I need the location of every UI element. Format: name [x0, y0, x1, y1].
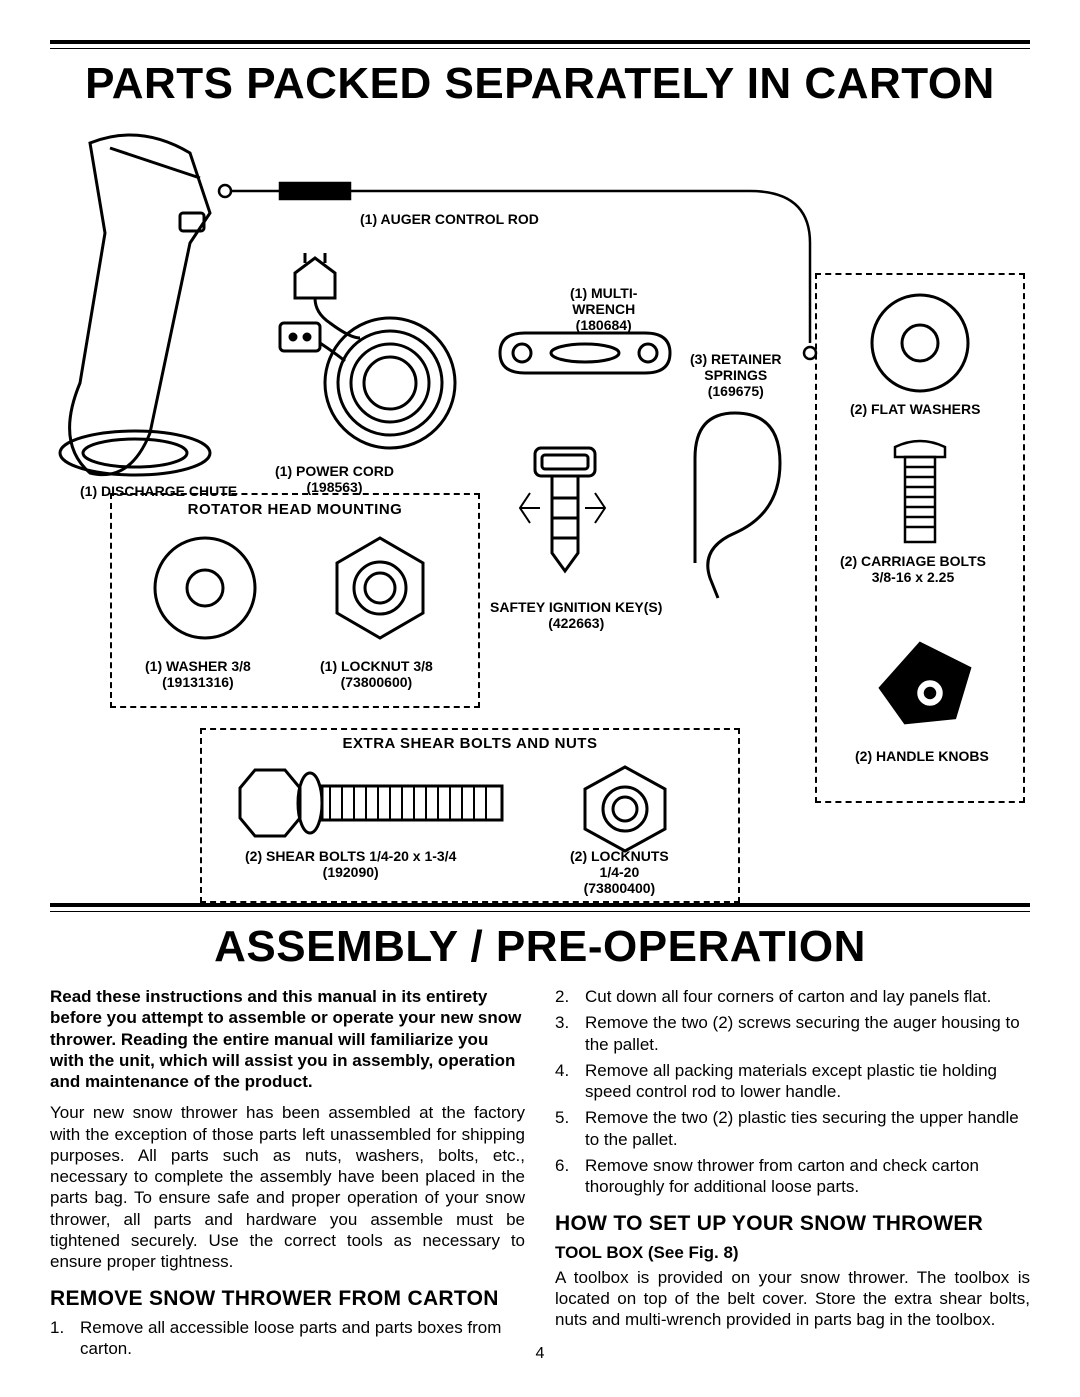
retainer-label: (3) RETAINER SPRINGS (169675): [690, 351, 782, 399]
step-3: Remove the two (2) screws securing the a…: [555, 1012, 1030, 1055]
step-5: Remove the two (2) plastic ties securing…: [555, 1107, 1030, 1150]
auger-rod-label: (1) AUGER CONTROL ROD: [360, 211, 539, 227]
step-2: Cut down all four corners of carton and …: [555, 986, 1030, 1007]
step-6: Remove snow thrower from carton and chec…: [555, 1155, 1030, 1198]
page-number: 4: [536, 1345, 545, 1363]
multi-wrench-label: (1) MULTI- WRENCH (180684): [570, 285, 637, 333]
top-rule-thin: [50, 48, 1030, 49]
washer38-label: (1) WASHER 3/8 (19131316): [145, 658, 251, 690]
rotator-box-title: ROTATOR HEAD MOUNTING: [160, 501, 430, 518]
setup-heading: HOW TO SET UP YOUR SNOW THROWER: [555, 1211, 1030, 1237]
locknut14-icon: [570, 761, 680, 856]
power-cord-icon: [260, 253, 470, 463]
intro-bold: Read these instructions and this manual …: [50, 986, 525, 1092]
remove-list-right: Cut down all four corners of carton and …: [555, 986, 1030, 1197]
parts-diagram: ROTATOR HEAD MOUNTING EXTRA SHEAR BOLTS …: [50, 123, 1030, 903]
carriage-bolt-icon: [870, 435, 970, 550]
handle-knob-icon: [860, 613, 990, 743]
locknut38-icon: [315, 528, 445, 648]
power-cord-label: (1) POWER CORD (198563): [275, 463, 394, 495]
toolbox-heading: TOOL BOX (See Fig. 8): [555, 1242, 1030, 1263]
flat-washers-label: (2) FLAT WASHERS: [850, 401, 980, 417]
safety-key-icon: [490, 443, 630, 593]
left-column: Read these instructions and this manual …: [50, 986, 525, 1364]
shear-bolts-label: (2) SHEAR BOLTS 1/4-20 x 1-3/4 (192090): [245, 848, 456, 880]
retainer-spring-icon: [680, 403, 790, 603]
right-column: Cut down all four corners of carton and …: [555, 986, 1030, 1364]
section2-title: ASSEMBLY / PRE-OPERATION: [50, 922, 1030, 972]
step-4: Remove all packing materials except plas…: [555, 1060, 1030, 1103]
top-rule-thick: [50, 40, 1030, 44]
locknuts14-label: (2) LOCKNUTS 1/4-20 (73800400): [570, 848, 669, 896]
locknut38-label: (1) LOCKNUT 3/8 (73800600): [320, 658, 433, 690]
carriage-bolts-label: (2) CARRIAGE BOLTS 3/8-16 x 2.25: [840, 553, 986, 585]
handle-knobs-label: (2) HANDLE KNOBS: [855, 748, 989, 764]
washer38-icon: [135, 523, 275, 653]
section1-title: PARTS PACKED SEPARATELY IN CARTON: [50, 59, 1030, 109]
toolbox-para: A toolbox is provided on your snow throw…: [555, 1267, 1030, 1331]
flat-washer-icon: [850, 288, 990, 398]
mid-rule-thin: [50, 911, 1030, 912]
safety-keys-label: SAFTEY IGNITION KEY(S) (422663): [490, 599, 662, 631]
intro-para: Your new snow thrower has been assembled…: [50, 1102, 525, 1272]
remove-list-left: Remove all accessible loose parts and pa…: [50, 1317, 525, 1360]
discharge-chute-label: (1) DISCHARGE CHUTE: [80, 483, 237, 499]
shear-bolt-icon: [230, 758, 520, 848]
remove-heading: REMOVE SNOW THROWER FROM CARTON: [50, 1286, 525, 1312]
shear-box-title: EXTRA SHEAR BOLTS AND NUTS: [310, 735, 630, 752]
mid-rule-thick: [50, 903, 1030, 907]
assembly-columns: Read these instructions and this manual …: [50, 986, 1030, 1364]
step-1: Remove all accessible loose parts and pa…: [50, 1317, 525, 1360]
